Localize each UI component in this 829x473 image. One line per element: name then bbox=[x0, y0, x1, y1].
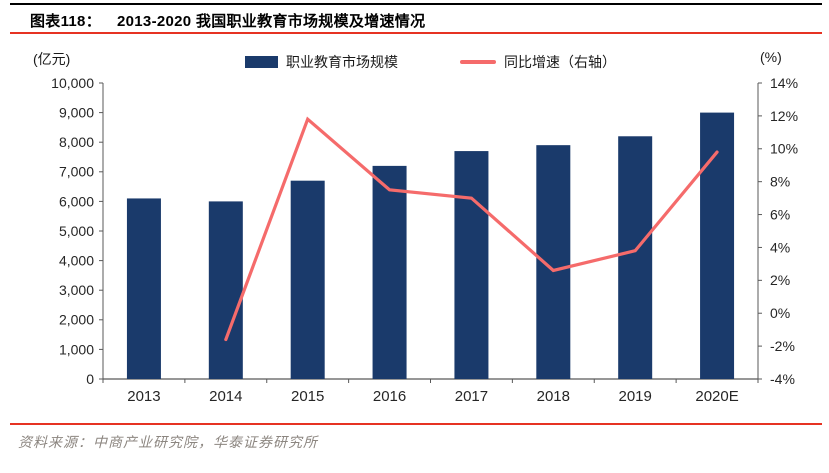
market-size-bar bbox=[618, 136, 653, 379]
chart-legend: 职业教育市场规模 同比增速（右轴） bbox=[103, 52, 758, 72]
bar-swatch-icon bbox=[245, 56, 278, 68]
market-size-bar bbox=[208, 201, 243, 379]
x-tick-label: 2018 bbox=[537, 388, 570, 405]
legend-label-market-size: 职业教育市场规模 bbox=[286, 54, 398, 70]
right-tick-label: 0% bbox=[770, 305, 790, 321]
right-axis-unit: (%) bbox=[760, 49, 782, 65]
right-axis-ticks: -4% -2% 0% 2% 4% 6% 8% 10% 12% 14% bbox=[758, 75, 798, 387]
right-tick-label: 14% bbox=[770, 75, 798, 91]
left-tick-label: 10,000 bbox=[51, 75, 94, 91]
market-size-bar bbox=[126, 198, 161, 379]
growth-line bbox=[224, 116, 719, 342]
right-tick-label: -2% bbox=[770, 338, 795, 354]
legend-label-growth: 同比增速（右轴） bbox=[504, 54, 616, 70]
x-tick-label: 2014 bbox=[209, 388, 242, 405]
figure-caption: 图表118： 2013-2020 我国职业教育市场规模及增速情况 bbox=[30, 10, 425, 31]
x-tick-label: 2017 bbox=[455, 388, 488, 405]
left-tick-label: 7,000 bbox=[59, 164, 94, 180]
left-tick-label: 4,000 bbox=[59, 253, 94, 269]
right-tick-label: 10% bbox=[770, 141, 798, 157]
x-tick-label: 2020E bbox=[695, 388, 738, 405]
market-size-bar bbox=[290, 180, 325, 379]
bars bbox=[126, 112, 735, 379]
right-tick-label: -4% bbox=[770, 371, 795, 387]
source-note: 资料来源：中商产业研究院，华泰证券研究所 bbox=[18, 436, 318, 451]
x-tick-label: 2015 bbox=[291, 388, 324, 405]
left-tick-label: 6,000 bbox=[59, 193, 94, 209]
top-black-rule bbox=[10, 3, 822, 5]
left-tick-label: 9,000 bbox=[59, 105, 94, 121]
figure-number: 图表118： bbox=[30, 13, 101, 30]
axis-frame bbox=[102, 83, 759, 380]
left-tick-label: 1,000 bbox=[59, 341, 94, 357]
x-tick-label: 2016 bbox=[373, 388, 406, 405]
x-tick-label: 2019 bbox=[619, 388, 652, 405]
left-tick-label: 2,000 bbox=[59, 312, 94, 328]
caption-red-rule bbox=[10, 32, 822, 34]
x-tick-label: 2013 bbox=[127, 388, 160, 405]
left-tick-label: 0 bbox=[86, 371, 94, 387]
right-tick-label: 12% bbox=[770, 108, 798, 124]
x-axis: 2013 2014 2015 2016 2017 2018 2019 2020E bbox=[102, 379, 759, 405]
left-tick-label: 3,000 bbox=[59, 282, 94, 298]
market-size-bar bbox=[372, 165, 407, 379]
legend-item-market-size: 职业教育市场规模 bbox=[245, 52, 398, 72]
left-tick-label: 8,000 bbox=[59, 134, 94, 150]
market-size-bar bbox=[454, 151, 489, 379]
left-tick-label: 5,000 bbox=[59, 223, 94, 239]
figure-title: 2013-2020 我国职业教育市场规模及增速情况 bbox=[117, 13, 426, 30]
right-tick-label: 4% bbox=[770, 239, 790, 255]
left-axis-unit: (亿元) bbox=[33, 51, 71, 67]
right-tick-label: 2% bbox=[770, 272, 790, 288]
growth-line-path bbox=[224, 116, 719, 342]
left-axis-ticks: 0 1,000 2,000 3,000 4,000 5,000 6,000 7,000 8,00… bbox=[51, 75, 103, 387]
right-tick-label: 6% bbox=[770, 206, 790, 222]
market-size-bar bbox=[700, 112, 735, 379]
right-tick-label: 8% bbox=[770, 174, 790, 190]
legend-item-growth: 同比增速（右轴） bbox=[460, 52, 616, 72]
line-swatch-icon bbox=[460, 60, 496, 64]
bottom-red-rule bbox=[10, 423, 822, 425]
